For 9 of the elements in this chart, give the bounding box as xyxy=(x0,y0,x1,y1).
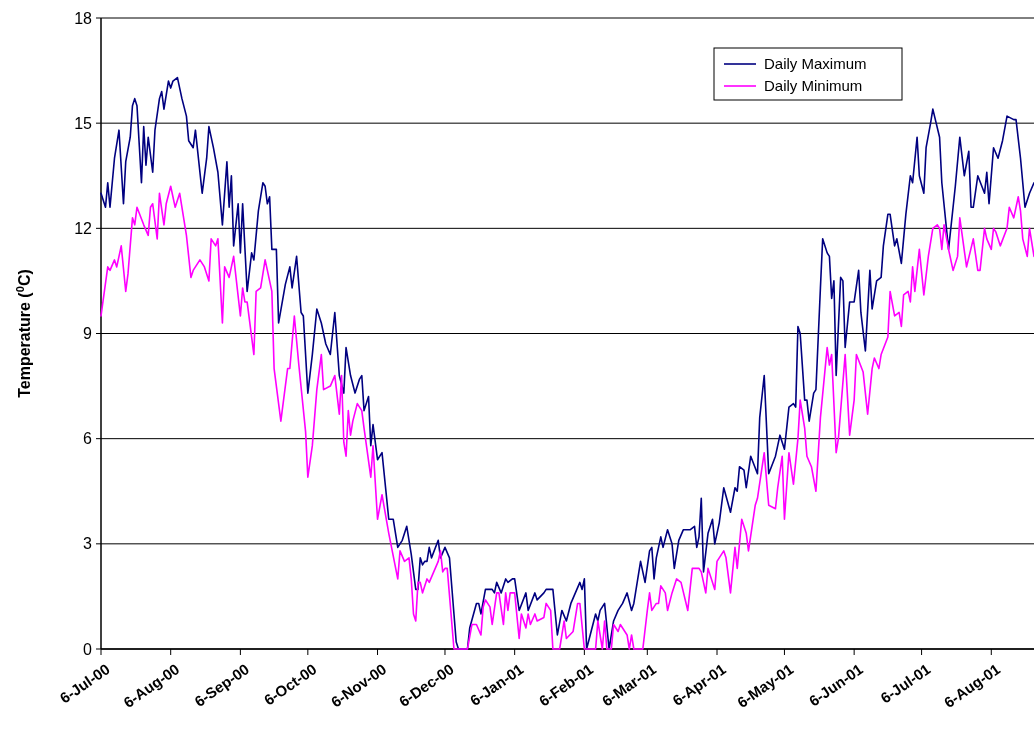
legend-label: Daily Minimum xyxy=(764,77,863,95)
y-tick-label: 0 xyxy=(83,640,93,658)
y-tick-label: 12 xyxy=(74,219,93,237)
y-tick-label: 18 xyxy=(74,9,93,27)
legend-label: Daily Maximum xyxy=(764,55,867,73)
y-tick-label: 6 xyxy=(83,430,93,448)
y-tick-label: 3 xyxy=(83,535,93,553)
y-tick-label: 9 xyxy=(83,325,93,343)
y-tick-label: 15 xyxy=(74,114,93,132)
